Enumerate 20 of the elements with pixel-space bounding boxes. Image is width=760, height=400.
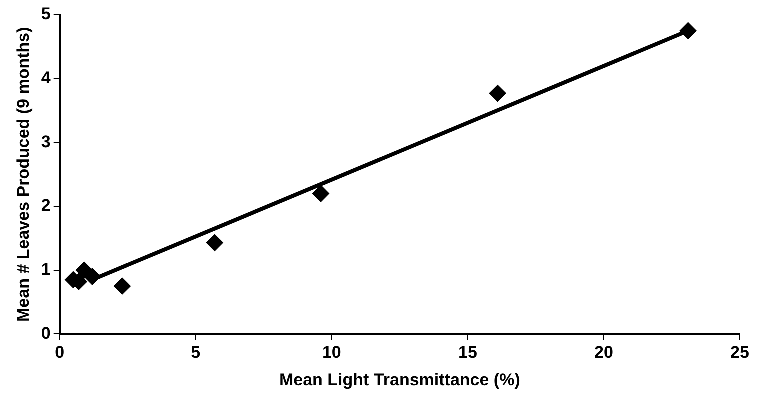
y-tick-label: 3: [41, 132, 51, 152]
point: [680, 22, 697, 40]
x-tick-label: 5: [191, 343, 201, 362]
y-tick-label: 0: [41, 324, 51, 343]
x-tick-label: 15: [458, 343, 478, 362]
point: [489, 85, 506, 102]
point: [312, 185, 330, 202]
y-tick-label: 5: [41, 4, 51, 24]
y-tick-label: 1: [41, 260, 51, 280]
x-tick-label: 0: [55, 343, 65, 362]
x-tick-label: 25: [730, 343, 750, 362]
point: [114, 278, 131, 295]
point: [206, 234, 224, 252]
x-tick-label: 10: [322, 343, 342, 362]
x-tick-label: 20: [594, 343, 614, 362]
y-axis-title: Mean # Leaves Produced (9 months): [14, 27, 33, 322]
y-tick-label: 2: [41, 196, 51, 216]
y-tick-label: 4: [41, 68, 52, 88]
point: [84, 268, 101, 286]
x-axis-title: Mean Light Transmittance (%): [279, 370, 520, 390]
